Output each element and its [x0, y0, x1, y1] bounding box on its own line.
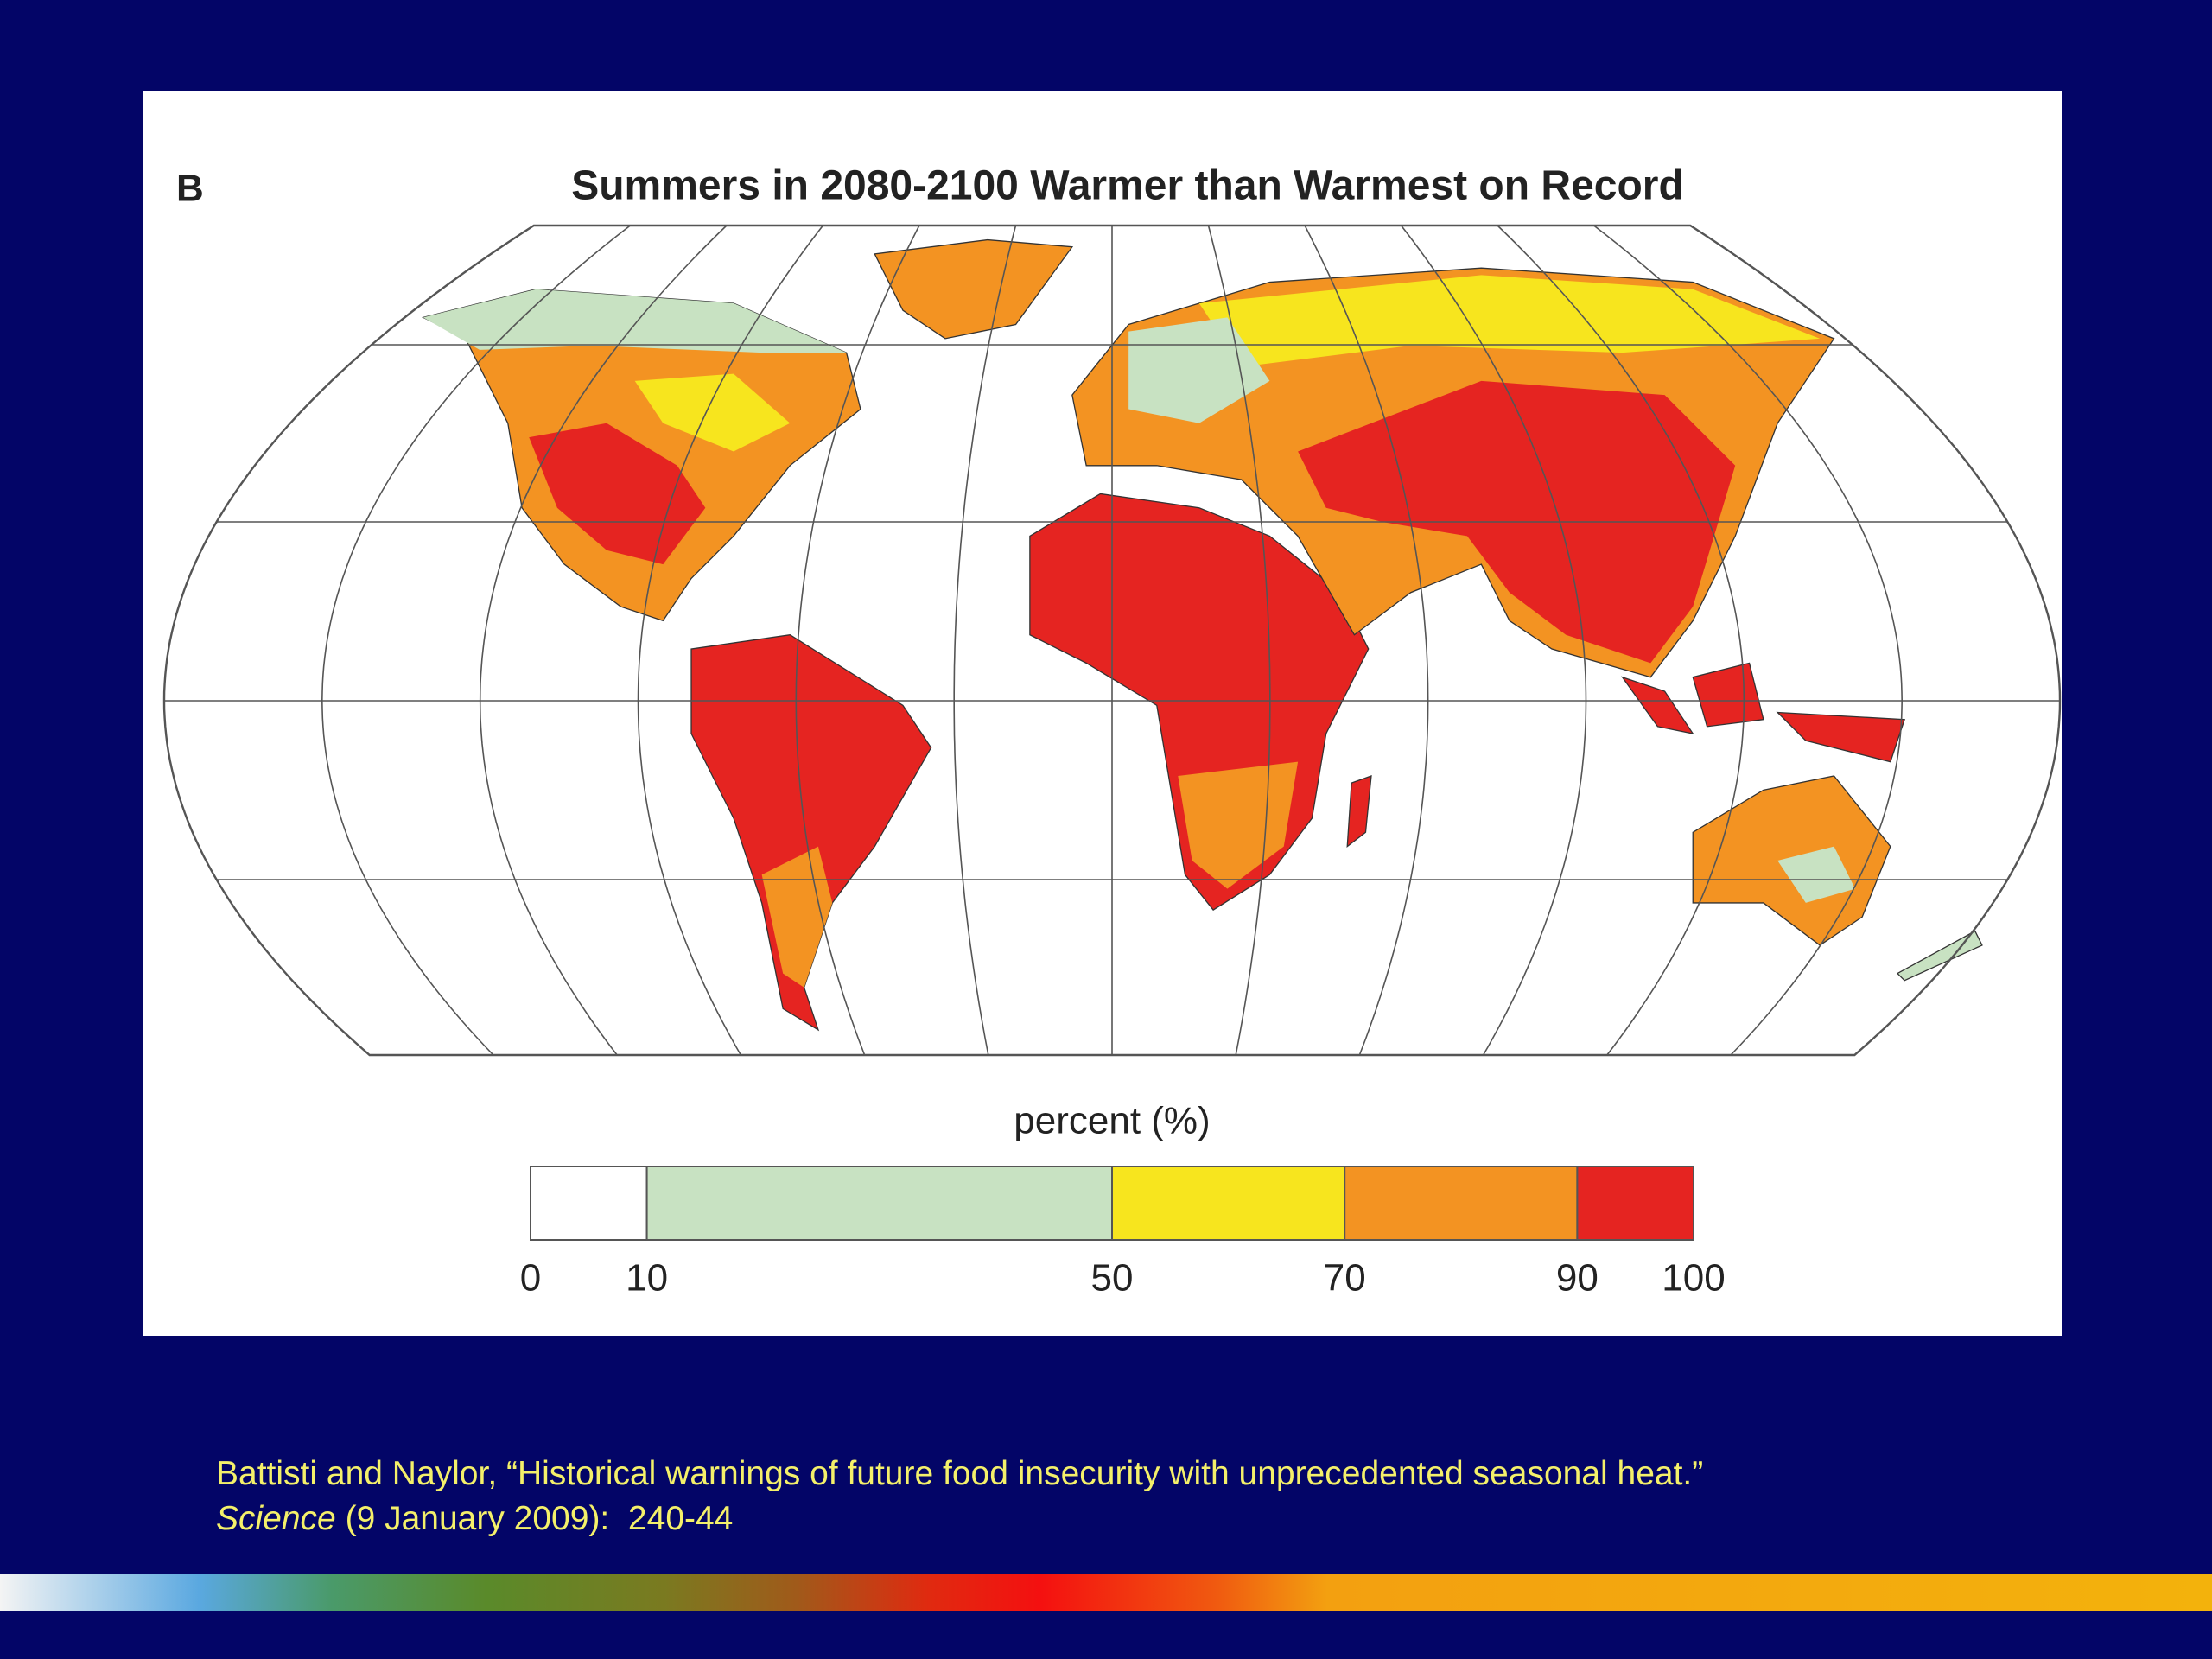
meridian [637, 225, 824, 1056]
continents [421, 238, 1983, 1032]
new-zealand [1896, 930, 1983, 982]
colorbar-tick-label: 100 [1662, 1257, 1725, 1300]
colorbar-segment [1344, 1166, 1579, 1241]
colorbar-label: percent (%) [1014, 1100, 1210, 1142]
south-america-mild [761, 846, 833, 988]
map-title: Summers in 2080-2100 Warmer than Warmest… [571, 163, 1684, 209]
graticule [162, 224, 2062, 1057]
decorative-bar [0, 1574, 2212, 1611]
meridian [953, 225, 1017, 1056]
map-outline [162, 224, 2062, 1057]
colorbar-segment [1111, 1166, 1346, 1241]
australia-center [1777, 846, 1856, 903]
north-america-north [423, 289, 847, 353]
north-america-mild [634, 373, 791, 452]
meridian [321, 225, 631, 1056]
colorbar-tick-label: 90 [1556, 1257, 1599, 1300]
indonesia [1620, 662, 1906, 763]
meridian [1304, 225, 1429, 1056]
meridian [1593, 225, 1904, 1056]
colorbar: 0 10 50 70 90 100 [520, 1166, 1726, 1300]
greenland [874, 238, 1074, 340]
meridian [795, 225, 920, 1056]
colorbar-segment [645, 1166, 1113, 1241]
madagascar [1346, 775, 1372, 849]
citation-details: (9 January 2009): 240-44 [335, 1500, 734, 1537]
eurasia-north [1198, 275, 1821, 367]
panel-label: B [176, 168, 204, 210]
map [162, 224, 2062, 1057]
citation: Battisti and Naylor, “Historical warning… [216, 1452, 1703, 1541]
europe-cool [1128, 317, 1270, 423]
meridian [1497, 225, 1745, 1056]
citation-line: Battisti and Naylor, “Historical warning… [216, 1455, 1704, 1492]
meridian [1400, 225, 1587, 1056]
meridian [1207, 225, 1271, 1056]
colorbar-tick-label: 50 [1091, 1257, 1134, 1300]
colorbar-segment [530, 1166, 648, 1241]
journal: Science [216, 1500, 336, 1537]
panel [143, 91, 2062, 1336]
colorbar-tick-label: 0 [520, 1257, 541, 1300]
colorbar-tick-label: 70 [1324, 1257, 1366, 1300]
colorbar-segment [1576, 1166, 1695, 1241]
north-america-hot [529, 423, 706, 565]
citation-line: Science (9 January 2009): 240-44 [216, 1497, 1703, 1541]
meridian [479, 225, 728, 1056]
colorbar-tick-label: 10 [626, 1257, 668, 1300]
